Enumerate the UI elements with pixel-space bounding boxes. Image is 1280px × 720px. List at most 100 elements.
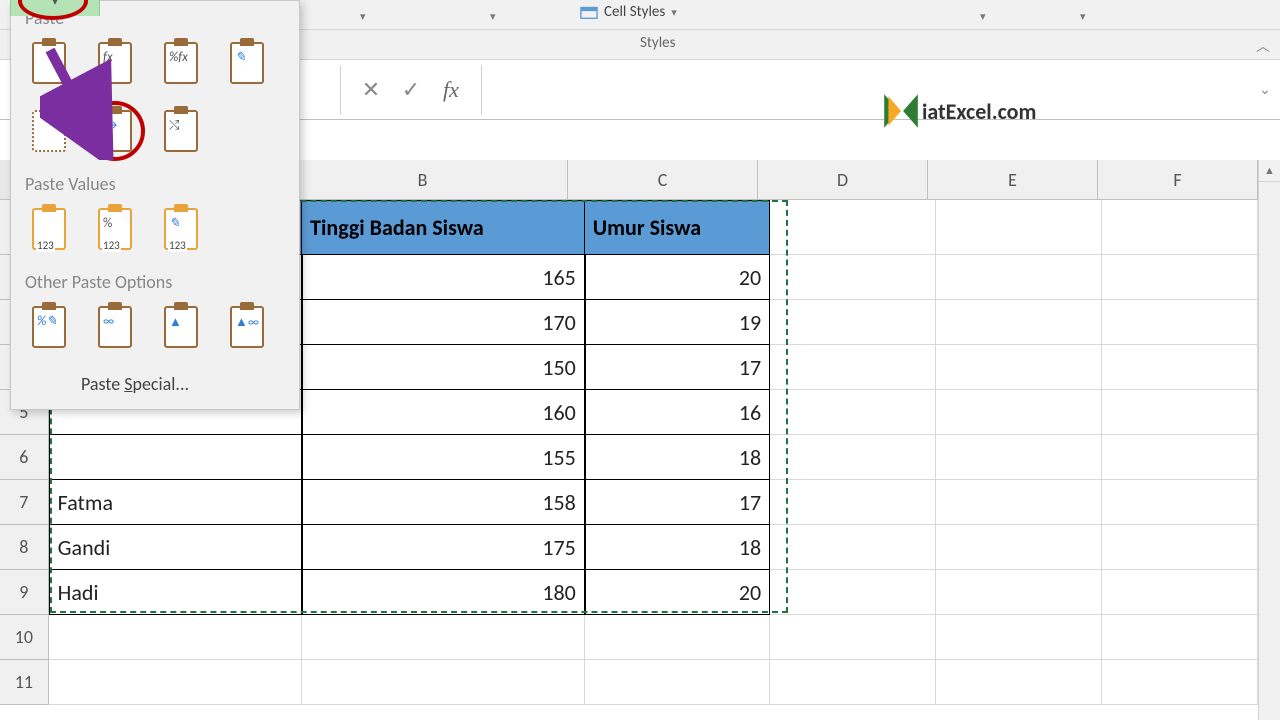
column-header-B[interactable]: B [278,160,568,200]
cell[interactable] [585,660,770,705]
cell[interactable] [1102,570,1258,615]
cell[interactable] [49,435,302,480]
cell[interactable] [770,300,936,345]
cell[interactable] [770,615,936,660]
cell[interactable] [1102,255,1258,300]
paste-option-paste[interactable] [23,37,75,89]
cell[interactable]: 165 [302,255,585,300]
paste-option-picture[interactable]: ▲ [155,301,207,353]
scroll-up-icon[interactable]: ▲ [1259,160,1280,182]
row-header[interactable]: 7 [0,480,49,525]
formula-expand-button[interactable]: ⌄ [1250,81,1280,98]
row-header[interactable]: 6 [0,435,49,480]
cell[interactable] [770,345,936,390]
paste-option-values-number-fmt[interactable]: %123 [89,203,141,255]
cell[interactable]: 20 [585,255,770,300]
cell[interactable] [770,570,936,615]
row-header[interactable]: 8 [0,525,49,570]
dropdown-caret[interactable]: ▾ [360,10,366,23]
cell[interactable]: 17 [585,345,770,390]
cell[interactable]: 160 [302,390,585,435]
cell[interactable] [936,255,1102,300]
cell[interactable] [302,660,585,705]
dropdown-caret[interactable]: ▾ [490,10,496,23]
collapse-ribbon-icon[interactable]: ︿ [1256,36,1270,56]
paste-dropdown-trigger[interactable]: ▾ [10,0,100,16]
vertical-scrollbar[interactable]: ▲ [1258,160,1280,720]
cell[interactable]: 18 [585,435,770,480]
paste-option-no-borders[interactable] [23,105,75,157]
paste-option-formulas[interactable]: fx [89,37,141,89]
cell[interactable] [936,480,1102,525]
formula-cancel-button[interactable]: ✕ [351,70,391,110]
column-header-E[interactable]: E [928,160,1098,200]
cell[interactable]: Hadi [49,570,302,615]
paste-option-keep-source-fmt[interactable]: ✎ [221,37,273,89]
paste-option-formatting[interactable]: %✎ [23,301,75,353]
cell[interactable] [1102,345,1258,390]
row-header[interactable]: 11 [0,660,49,705]
cell-styles-button[interactable]: Cell Styles ▾ [580,3,677,21]
cell[interactable] [770,255,936,300]
cell[interactable] [936,435,1102,480]
cell[interactable] [770,660,936,705]
cell[interactable] [49,615,302,660]
cell[interactable] [936,525,1102,570]
paste-option-keep-col-width[interactable]: ↔ [89,105,141,157]
cell[interactable]: 18 [585,525,770,570]
cell[interactable] [936,300,1102,345]
cell[interactable] [936,200,1102,255]
cell[interactable]: 170 [302,300,585,345]
cell[interactable] [1102,525,1258,570]
cell[interactable] [1102,480,1258,525]
cell[interactable] [1102,200,1258,255]
paste-special-menu-item[interactable]: Paste Special... [11,363,299,401]
paste-option-values[interactable]: 123 [23,203,75,255]
cell[interactable]: 175 [302,525,585,570]
cell[interactable]: Umur Siswa [585,200,770,255]
cell[interactable] [49,660,302,705]
cell[interactable]: 155 [302,435,585,480]
cell[interactable] [770,480,936,525]
cell[interactable] [936,615,1102,660]
cell[interactable]: 180 [302,570,585,615]
cell[interactable]: Gandi [49,525,302,570]
cell[interactable]: Tinggi Badan Siswa [302,200,585,255]
cell[interactable] [936,345,1102,390]
cell[interactable]: 20 [585,570,770,615]
column-header-F[interactable]: F [1098,160,1258,200]
paste-option-transpose[interactable]: ⤭ [155,105,207,157]
cell[interactable] [770,390,936,435]
cell[interactable]: 19 [585,300,770,345]
paste-option-linked-picture[interactable]: ▲∞ [221,301,273,353]
column-header-D[interactable]: D [758,160,928,200]
cell[interactable]: Fatma [49,480,302,525]
cell[interactable] [770,525,936,570]
cell[interactable] [1102,435,1258,480]
column-header-C[interactable]: C [568,160,758,200]
cell[interactable] [770,200,936,255]
cell[interactable]: 150 [302,345,585,390]
cell[interactable] [302,615,585,660]
dropdown-caret[interactable]: ▾ [1080,10,1086,23]
cell[interactable] [770,435,936,480]
cell[interactable] [1102,390,1258,435]
paste-option-formulas-number-fmt[interactable]: %fx [155,37,207,89]
paste-option-values-source-fmt[interactable]: ✎123 [155,203,207,255]
cell[interactable] [1102,615,1258,660]
cell[interactable] [936,390,1102,435]
insert-function-button[interactable]: fx [431,70,471,110]
cell[interactable]: 16 [585,390,770,435]
cell[interactable] [1102,660,1258,705]
cell[interactable]: 17 [585,480,770,525]
cell[interactable] [936,660,1102,705]
cell[interactable] [585,615,770,660]
formula-input[interactable] [492,70,1250,110]
cell[interactable]: 158 [302,480,585,525]
row-header[interactable]: 10 [0,615,49,660]
cell[interactable] [1102,300,1258,345]
dropdown-caret[interactable]: ▾ [980,10,986,23]
row-header[interactable]: 9 [0,570,49,615]
cell[interactable] [936,570,1102,615]
paste-option-link[interactable]: ∞ [89,301,141,353]
